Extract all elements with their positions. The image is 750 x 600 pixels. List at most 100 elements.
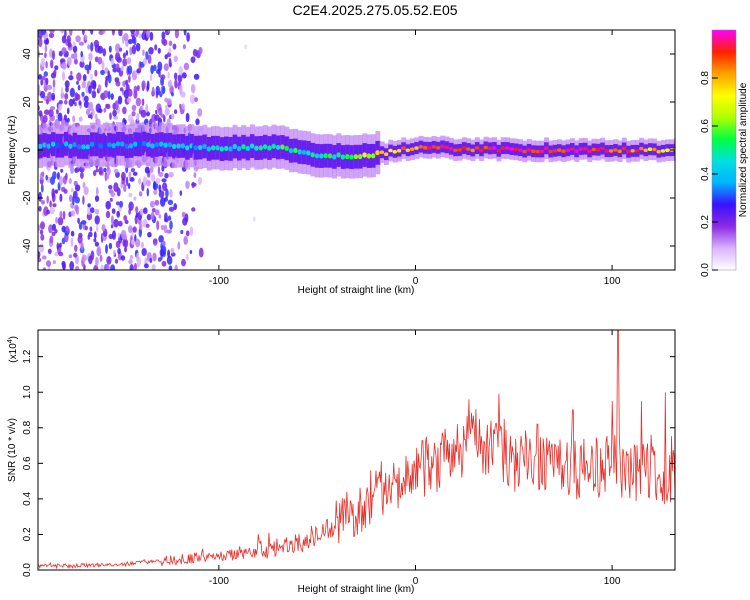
spectrogram-noise-cell	[99, 254, 103, 262]
spectrogram-noise-cell	[138, 177, 142, 185]
spectrogram-noise-cell	[129, 264, 134, 270]
spectrogram-noise-cell	[88, 60, 92, 71]
snr-y-tick-label: 1.2	[22, 349, 33, 363]
spectrogram-noise-cell	[39, 229, 44, 235]
spectrogram-ridge-core	[137, 141, 142, 148]
spectrogram-y-tick-label: -20	[22, 190, 33, 205]
spectrogram-noise-cell	[112, 67, 118, 73]
spectrogram-noise-cell	[135, 42, 141, 52]
spectrogram-ridge-core	[202, 143, 207, 149]
spectrogram-ridge-core	[652, 147, 657, 152]
spectrogram-noise-cell	[123, 119, 127, 125]
snr-y-tick-label: 1.0	[22, 385, 33, 399]
spectrogram-noise-cell	[168, 79, 173, 88]
spectrogram-noise-cell	[125, 79, 129, 86]
spectrogram-ridge-core	[89, 141, 95, 147]
spectrogram-ridge-core	[656, 149, 661, 154]
spectrogram-ridge-core	[167, 142, 173, 148]
spectrogram-noise-cell	[58, 100, 63, 105]
spectrogram-noise-cell	[104, 67, 109, 74]
spectrogram-noise-cell	[128, 193, 133, 198]
spectrogram-noise-cell	[198, 247, 204, 258]
spectrogram-noise-cell	[93, 170, 97, 177]
spectrogram-noise-cell	[45, 38, 50, 45]
spectrogram-noise-cell	[167, 71, 170, 79]
snr-y-tick-label: 0.8	[22, 420, 33, 434]
spectrogram-noise-cell	[135, 206, 139, 214]
spectrogram-noise-cell	[166, 255, 173, 265]
spectrogram-ridge-core	[626, 149, 631, 154]
spectrogram-ridge-core	[267, 145, 272, 151]
spectrogram-noise-cell	[108, 185, 113, 190]
spectrogram-noise-cell	[119, 87, 124, 92]
spectrogram-ridge-core	[587, 149, 592, 154]
snr-y-tick-label: 0.0	[22, 563, 33, 577]
spectrogram-ridge-core	[531, 149, 536, 153]
spectrogram-ridge-core	[375, 150, 380, 156]
spectrogram-noise-cell	[128, 38, 133, 45]
spectrogram-ridge-core	[570, 147, 575, 151]
spectrogram-noise-cell	[81, 254, 87, 262]
spectrogram-noise-cell	[120, 65, 124, 72]
spectrogram-noise-cell	[74, 244, 78, 252]
spectrogram-noise-cell	[49, 48, 53, 58]
spectrogram-ridge-core	[496, 148, 501, 153]
spectrogram-ridge-core	[492, 146, 497, 150]
spectrogram-y-label: Frequency (Hz)	[7, 116, 18, 185]
spectrogram-ridge-core	[345, 154, 350, 160]
spectrogram-noise-cell	[183, 235, 188, 245]
spectrogram-noise-cell	[149, 166, 154, 173]
spectrogram-noise-cell	[84, 225, 88, 231]
spectrogram-noise-cell	[145, 179, 151, 187]
spectrogram-noise-cell	[102, 48, 107, 57]
spectrogram-noise-cell	[161, 85, 166, 94]
spectrogram-noise-cell	[168, 265, 173, 270]
spectrogram-noise-cell	[57, 112, 63, 122]
spectrogram-ridge-core	[215, 145, 220, 151]
spectrogram-noise-cell	[70, 188, 74, 193]
spectrogram-ridge-core	[133, 141, 138, 147]
spectrogram-noise-cell	[97, 45, 104, 54]
spectrogram-noise-cell	[60, 30, 65, 34]
spectrogram-noise-cell	[88, 101, 94, 112]
spectrogram-noise-cell	[70, 210, 75, 217]
spectrogram-noise-cell	[168, 171, 174, 178]
spectrogram-noise-cell	[38, 84, 41, 93]
spectrogram-noise-cell	[244, 44, 247, 50]
spectrogram-ridge-core	[544, 146, 549, 150]
spectrogram-noise-cell	[189, 250, 193, 254]
spectrogram-noise-cell	[138, 191, 143, 197]
snr-y-tick-label: 0.4	[22, 492, 33, 506]
spectrogram-noise-cell	[110, 224, 114, 229]
spectrogram-noise-cell	[84, 34, 88, 41]
spectrogram-noise-cell	[46, 84, 53, 90]
spectrogram-noise-cell	[93, 231, 97, 239]
spectrogram-noise-cell	[110, 93, 114, 100]
spectrogram-noise-cell	[41, 75, 46, 81]
spectrogram-noise-cell	[127, 88, 133, 97]
spectrogram-noise-cell	[105, 200, 111, 210]
spectrogram-noise-cell	[107, 90, 111, 100]
snr-y-label: SNR (10 * v/v)	[7, 418, 18, 482]
spectrogram-noise-cell	[145, 51, 149, 60]
spectrogram-noise-cell	[150, 174, 156, 182]
spectrogram-noise-cell	[68, 178, 72, 184]
spectrogram-noise-cell	[115, 63, 120, 69]
spectrogram-ridge-core	[249, 143, 255, 149]
spectrogram-noise-cell	[113, 218, 119, 228]
spectrogram-noise-cell	[149, 257, 153, 263]
spectrogram-noise-cell	[45, 60, 48, 69]
spectrogram-ridge-core	[578, 147, 583, 151]
spectrogram-noise-cell	[38, 37, 43, 48]
spectrogram-ridge-core	[591, 147, 596, 152]
spectrogram-noise-cell	[94, 215, 100, 225]
spectrogram-ridge-core	[68, 143, 73, 149]
snr-scale-label: (x104)	[7, 336, 19, 363]
spectrogram-noise-cell	[189, 226, 194, 237]
spectrogram-ridge-core	[418, 144, 423, 149]
spectrogram-noise-cell	[160, 74, 166, 80]
spectrogram-noise-cell	[40, 91, 46, 99]
spectrogram-ridge-core	[340, 154, 346, 160]
spectrogram-ridge-core	[479, 148, 484, 153]
